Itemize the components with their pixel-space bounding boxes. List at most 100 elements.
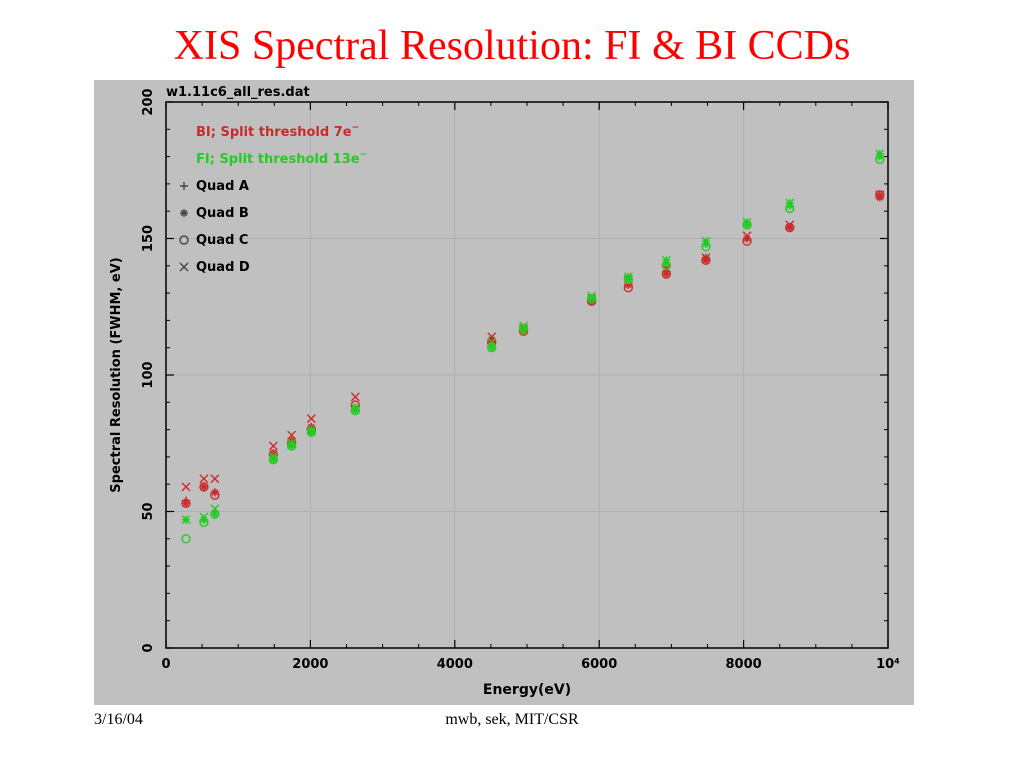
- data-point: [199, 482, 208, 491]
- data-point: [287, 430, 297, 440]
- data-point: [181, 534, 191, 544]
- data-point: [350, 403, 360, 413]
- legend-marker: [179, 235, 189, 245]
- data-point: [875, 152, 884, 161]
- x-tick-label: 8000: [726, 657, 762, 672]
- data-point: [307, 428, 316, 437]
- y-axis-label: Spectral Resolution (FWHM, eV): [109, 257, 124, 492]
- legend-marker: [180, 209, 188, 217]
- data-point: [210, 474, 220, 484]
- data-point: [268, 441, 278, 451]
- data-point: [268, 452, 278, 462]
- data-point: [210, 510, 219, 519]
- legend-entry: Quad C: [196, 233, 248, 248]
- data-point: [286, 441, 297, 451]
- plot-panel: 0 2000 4000 6000 8000 10⁴ 0 50 100 150 200 w1.11c6_…: [94, 80, 914, 705]
- data-point: [701, 253, 711, 263]
- data-point: [875, 154, 885, 165]
- data-point: [875, 149, 885, 159]
- y-tick-label: 200: [141, 88, 156, 115]
- data-point: [661, 255, 671, 265]
- data-point: [287, 441, 296, 450]
- data-point: [662, 259, 671, 268]
- data-point: [701, 255, 711, 266]
- data-point: [701, 241, 711, 252]
- y-tick-label: 0: [141, 643, 156, 652]
- legend-marker: [180, 182, 188, 190]
- data-point: [269, 455, 278, 464]
- y-tick-label: 100: [141, 361, 156, 388]
- data-point: [268, 454, 279, 465]
- data-point: [587, 294, 596, 303]
- data-point: [199, 515, 208, 524]
- data-point: [306, 427, 317, 438]
- legend-entry: FI; Split threshold 13e−: [196, 150, 367, 167]
- data-point: [785, 203, 795, 214]
- data-point: [181, 482, 191, 492]
- legend-marker: [179, 262, 189, 272]
- data-point: [351, 406, 360, 415]
- data-point: [210, 504, 220, 514]
- data-point: [210, 509, 220, 519]
- x-tick-label: 2000: [292, 657, 328, 672]
- data-point: [701, 236, 711, 246]
- y-tick-label: 150: [141, 225, 156, 252]
- data-point: [350, 392, 360, 402]
- data-point: [875, 193, 884, 202]
- x-tick-label: 0: [161, 657, 170, 672]
- data-point: [623, 272, 633, 282]
- data-point: [661, 261, 672, 271]
- data-point: [742, 217, 752, 227]
- data-point: [742, 231, 752, 241]
- slide-title: XIS Spectral Resolution: FI & BI CCDs: [173, 23, 851, 69]
- y-tick-label: 50: [141, 502, 156, 520]
- data-point: [487, 343, 496, 352]
- data-point: [199, 517, 209, 528]
- data-point: [181, 498, 191, 509]
- chart-title: w1.11c6_all_res.dat: [166, 85, 310, 100]
- data-point: [586, 293, 597, 304]
- data-point: [785, 220, 795, 230]
- x-axis-label: Energy(eV): [483, 682, 571, 698]
- resolution-chart: 0 2000 4000 6000 8000 10⁴ 0 50 100 150 200 w1.11c6_…: [109, 85, 900, 698]
- x-tick-label: 6000: [581, 657, 617, 672]
- data-point: [743, 234, 752, 243]
- data-point: [701, 239, 710, 248]
- data-point: [199, 512, 209, 522]
- data-point: [199, 482, 209, 492]
- x-tick-label: 4000: [437, 657, 473, 672]
- data-point: [623, 274, 634, 285]
- footer-date: 3/16/04: [94, 711, 143, 728]
- data-point: [350, 405, 361, 416]
- data-point: [210, 490, 220, 500]
- data-point: [785, 222, 795, 233]
- data-point: [785, 201, 794, 210]
- data-point: [875, 190, 885, 200]
- data-point: [785, 198, 795, 208]
- data-point: [306, 414, 316, 424]
- legend-entry: Quad B: [196, 206, 249, 221]
- data-point: [181, 515, 191, 525]
- data-point: [875, 190, 885, 200]
- data-point: [486, 343, 497, 353]
- x-tick-label: 10⁴: [876, 657, 900, 672]
- footer-credit: mwb, sek, MIT/CSR: [445, 711, 579, 728]
- data-point: [587, 291, 597, 301]
- data-point: [306, 425, 316, 435]
- data-point: [487, 337, 497, 347]
- data-point: [487, 335, 496, 344]
- legend-entry: Quad A: [196, 179, 249, 194]
- data-point: [519, 321, 529, 331]
- data-point: [287, 438, 297, 448]
- data-point: [210, 488, 219, 497]
- data-point: [701, 256, 710, 265]
- data-point: [181, 499, 190, 508]
- data-point: [199, 474, 209, 484]
- data-point: [743, 220, 752, 229]
- legend-entry: BI; Split threshold 7e−: [196, 123, 359, 140]
- data-point: [519, 327, 528, 336]
- data-point: [662, 269, 671, 278]
- data-point: [624, 275, 633, 284]
- data-point: [518, 323, 529, 334]
- legend-entry: Quad D: [196, 260, 250, 275]
